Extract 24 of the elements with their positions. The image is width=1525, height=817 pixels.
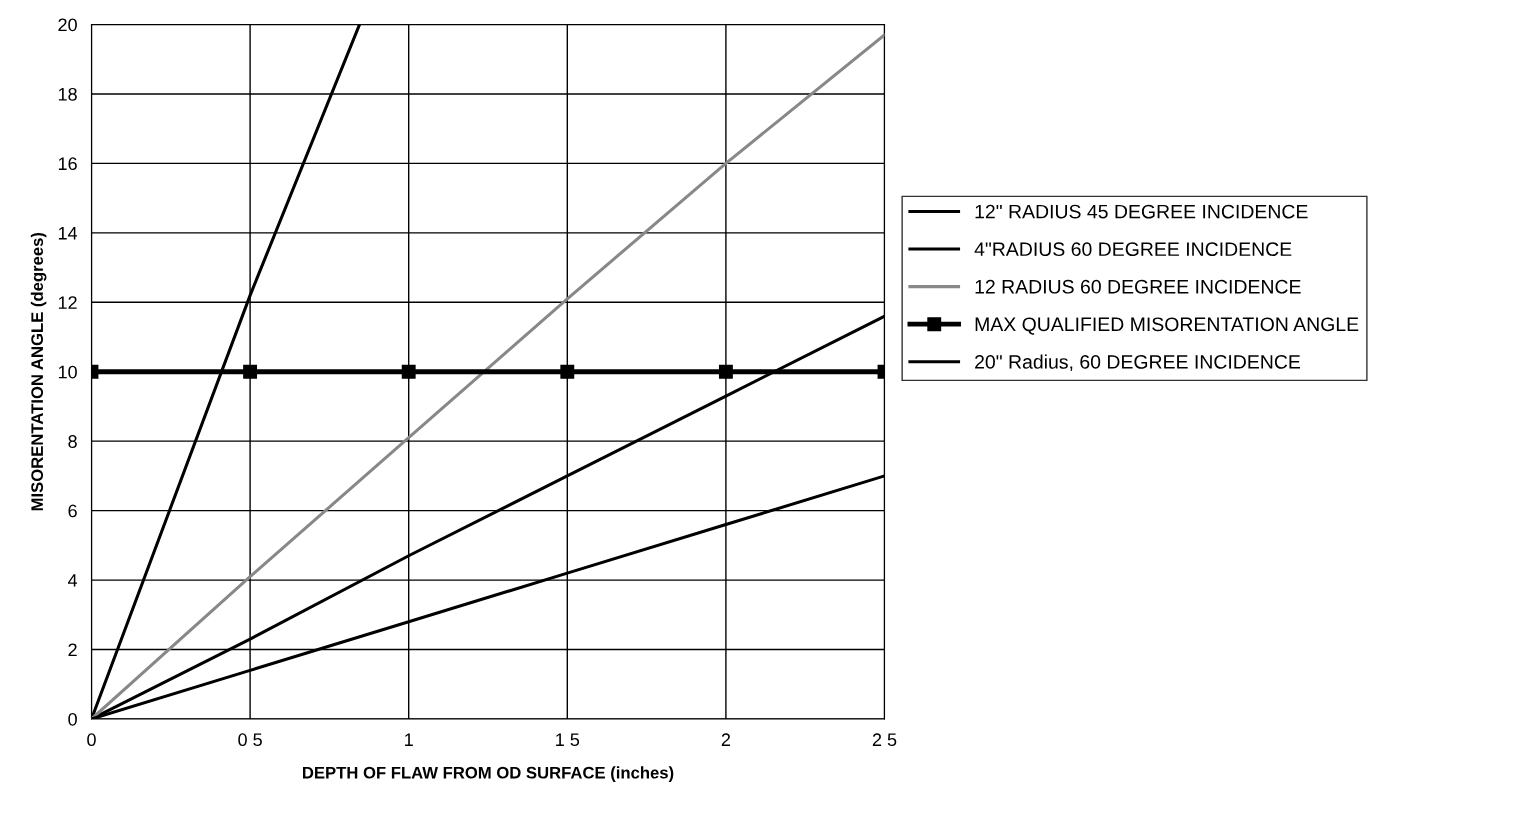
y-tick-label: 18 xyxy=(58,87,77,101)
y-tick-label: 12 xyxy=(58,296,77,309)
x-tick-label: 2 xyxy=(721,733,731,746)
y-tick-label: 16 xyxy=(58,157,77,171)
legend-label: 4"RADIUS 60 DEGREE INCIDENCE xyxy=(974,242,1292,257)
y-tick-label: 14 xyxy=(58,226,78,240)
legend-label: MAX QUALIFIED MISORENTATION ANGLE xyxy=(975,317,1359,335)
x-axis-title: DEPTH OF FLAW FROM OD SURFACE (inches) xyxy=(303,766,674,782)
y-tick-label: 20 xyxy=(58,18,77,32)
x-tick-label: 0 5 xyxy=(238,733,262,747)
y-tick-label: 8 xyxy=(68,435,77,448)
y-tick-label: 0 xyxy=(68,712,77,726)
legend-label: 12" RADIUS 45 DEGREE INCIDENCE xyxy=(975,204,1308,219)
x-tick-label: 2 5 xyxy=(872,733,897,747)
y-tick-label: 4 xyxy=(67,574,78,587)
x-tick-label: 0 xyxy=(87,733,96,747)
y-tick-label: 6 xyxy=(68,504,77,518)
legend-label: 20" Radius, 60 DEGREE INCIDENCE xyxy=(975,354,1301,372)
y-tick-label: 2 xyxy=(68,643,77,657)
y-axis-title: MISORENTATION ANGLE (degrees) xyxy=(30,232,47,511)
x-tick-label: 1 xyxy=(405,733,413,746)
y-tick-label: 10 xyxy=(58,365,77,379)
legend-label: 12 RADIUS 60 DEGREE INCIDENCE xyxy=(975,279,1301,294)
x-tick-label: 1 5 xyxy=(556,733,580,747)
